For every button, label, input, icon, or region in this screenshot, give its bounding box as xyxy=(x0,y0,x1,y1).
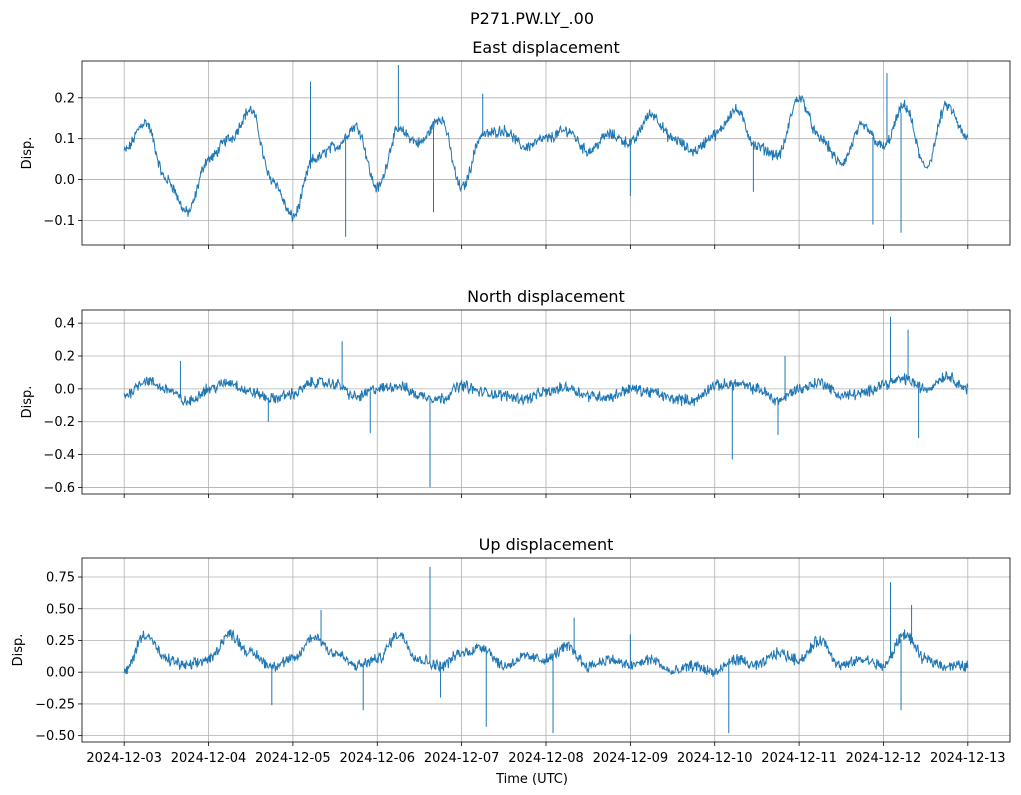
y-tick-label: −0.50 xyxy=(35,729,75,744)
x-tick-label: 2024-12-10 xyxy=(677,751,753,766)
series-line xyxy=(123,94,969,223)
figure-xlabel: Time (UTC) xyxy=(495,772,568,787)
x-tick-label: 2024-12-11 xyxy=(761,751,837,766)
y-tick-label: −0.25 xyxy=(35,697,75,712)
x-tick-label: 2024-12-05 xyxy=(255,751,331,766)
y-tick-label: −0.6 xyxy=(43,481,75,496)
panel-2: 2024-12-03 2024-12-04 2024-12-05 2024-12-06… xyxy=(11,535,1011,766)
y-tick-label: 0.00 xyxy=(46,666,75,681)
x-tick-label: 2024-12-09 xyxy=(593,751,669,766)
panel-title: North displacement xyxy=(467,287,625,306)
y-tick-label: −0.1 xyxy=(43,214,75,229)
y-tick-label: 0.2 xyxy=(54,350,75,365)
axes-frame xyxy=(81,309,1011,495)
panel-title: East displacement xyxy=(472,38,619,57)
x-tick-label: 2024-12-12 xyxy=(846,751,922,766)
series-line xyxy=(123,629,969,678)
y-tick-label: 0.1 xyxy=(54,132,75,147)
y-tick-label: 0.4 xyxy=(54,317,75,332)
y-tick-label: 0.0 xyxy=(54,173,75,188)
panel-ylabel: Disp. xyxy=(11,634,26,667)
axes-frame xyxy=(81,60,1011,246)
y-tick-label: 0.25 xyxy=(46,634,75,649)
x-tick-label: 2024-12-08 xyxy=(508,751,584,766)
x-tick-label: 2024-12-04 xyxy=(171,751,247,766)
y-tick-label: −0.2 xyxy=(43,415,75,430)
figure-suptitle: P271.PW.LY_.00 xyxy=(470,9,594,29)
y-tick-label: 0.2 xyxy=(54,91,75,106)
y-tick-label: 0.0 xyxy=(54,382,75,397)
y-tick-label: 0.50 xyxy=(46,602,75,617)
panel-ylabel: Disp. xyxy=(20,386,35,419)
series-line xyxy=(123,371,969,407)
x-tick-label: 2024-12-06 xyxy=(339,751,415,766)
x-tick-label: 2024-12-03 xyxy=(86,751,162,766)
axes-frame xyxy=(81,557,1011,743)
x-tick-label: 2024-12-07 xyxy=(424,751,500,766)
y-tick-label: −0.4 xyxy=(43,448,75,463)
panel-title: Up displacement xyxy=(479,535,614,554)
panel-ylabel: Disp. xyxy=(20,137,35,170)
panel-0: −0.1 0.0 0.1 0.2 East displacement Disp. xyxy=(20,38,1011,249)
y-tick-label: 0.75 xyxy=(46,571,75,586)
panel-1: −0.6 −0.4 −0.2 0.0 0.2 0.4 North displacement D… xyxy=(20,287,1011,498)
x-tick-label: 2024-12-13 xyxy=(930,751,1006,766)
